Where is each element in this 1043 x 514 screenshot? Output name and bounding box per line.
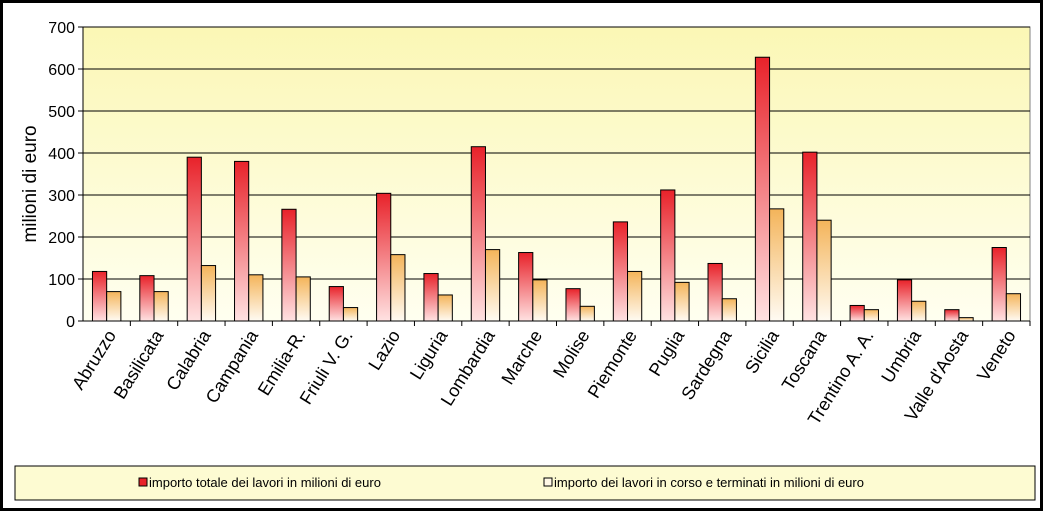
bar-in-progress: [484, 249, 501, 322]
bar-total: [944, 309, 960, 322]
y-axis-label: milioni di euro: [20, 125, 41, 242]
bar-total: [991, 247, 1007, 322]
x-tick-label: Calabria: [162, 326, 215, 394]
bar-total: [376, 192, 392, 322]
x-tick-label: Molise: [549, 327, 594, 382]
y-tick-label: 100: [48, 272, 75, 289]
bar-in-progress: [153, 291, 169, 322]
bar-total: [565, 288, 581, 322]
bar-in-progress: [958, 317, 974, 322]
x-tick-label: Marche: [497, 327, 546, 389]
x-tick-label: Liguria: [406, 326, 452, 383]
bars: [91, 56, 1022, 322]
legend: importo totale dei lavori in milioni di …: [14, 465, 1036, 501]
bar-in-progress: [532, 279, 548, 322]
bar-total: [139, 275, 155, 322]
x-tick-label: Umbria: [877, 326, 925, 387]
bar-in-progress: [674, 281, 690, 322]
bar-in-progress: [295, 276, 311, 322]
bar-total: [186, 156, 202, 322]
bar-total: [470, 146, 486, 322]
bar-total: [707, 262, 723, 322]
bar-in-progress: [248, 274, 264, 322]
y-tick-label: 500: [48, 104, 75, 121]
y-tick-label: 300: [48, 188, 75, 205]
legend-label-total: importo totale dei lavori in milioni di …: [149, 475, 381, 490]
bar-in-progress: [106, 291, 122, 322]
bar-total: [234, 160, 250, 322]
bar-in-progress: [342, 307, 359, 322]
bar-chart: 0 100 200 300 400 500 600 700 AbruzzoBasilicata…: [14, 20, 1036, 501]
y-tick-label: 400: [48, 146, 75, 163]
plot-area: [82, 26, 1031, 322]
bar-total: [802, 151, 818, 322]
bar-in-progress: [911, 300, 927, 322]
bar-total: [328, 286, 344, 322]
x-tick-label: Abruzzo: [68, 327, 120, 394]
legend-swatch-in-progress: [543, 477, 553, 487]
bar-in-progress: [579, 305, 595, 322]
y-tick-label: 200: [48, 230, 75, 247]
x-tick-label: Toscana: [778, 326, 831, 394]
bar-in-progress: [437, 294, 453, 322]
x-tick-label: Lazio: [364, 327, 404, 374]
x-tick-label: Veneto: [973, 327, 1020, 385]
legend-label-in-progress: importo dei lavori in corso e terminati …: [554, 475, 864, 490]
bar-in-progress: [816, 219, 832, 322]
bar-total: [423, 273, 439, 322]
y-tick-label: 600: [48, 62, 75, 79]
x-axis-labels: AbruzzoBasilicataCalabriaCampaniaEmilia-…: [68, 321, 1031, 428]
bar-in-progress: [390, 254, 406, 322]
bar-in-progress: [863, 309, 879, 322]
bar-total: [612, 221, 629, 322]
bar-total: [754, 56, 771, 322]
bar-in-progress: [769, 208, 785, 322]
bar-in-progress: [1005, 293, 1022, 322]
bar-total: [91, 270, 108, 322]
bar-total: [518, 252, 534, 322]
bar-total: [281, 208, 297, 322]
y-tick-label: 0: [66, 314, 75, 331]
bar-in-progress: [721, 298, 737, 322]
bar-in-progress: [627, 270, 643, 322]
legend-swatch-total: [138, 477, 148, 487]
bar-total: [660, 189, 676, 322]
bar-in-progress: [200, 265, 217, 322]
bar-total: [896, 279, 913, 322]
bar-total: [849, 304, 865, 322]
x-tick-label: Puglia: [645, 326, 689, 380]
y-tick-label: 700: [48, 20, 75, 37]
x-tick-label: Sicilia: [741, 326, 783, 377]
legend-box: [14, 465, 1036, 501]
